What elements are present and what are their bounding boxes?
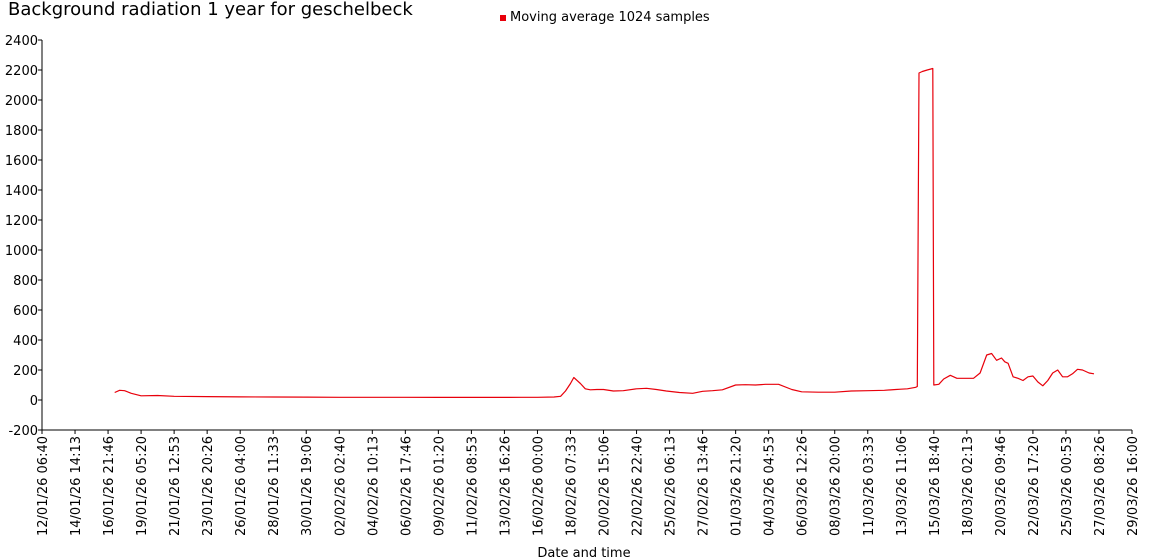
y-tick-label: 800 (13, 274, 38, 289)
y-tick-label: 400 (13, 334, 38, 349)
x-tick-label: 06/03/26 12:26 (796, 436, 811, 536)
x-tick-label: 01/03/26 21:20 (730, 436, 745, 536)
x-tick-label: 22/02/26 22:40 (631, 436, 646, 536)
y-tick-label: -200 (8, 424, 38, 439)
x-tick-label: 15/03/26 18:40 (928, 436, 943, 536)
x-tick-label: 25/02/26 06:13 (664, 436, 679, 536)
x-tick-label: 23/01/26 20:26 (201, 436, 216, 536)
y-tick-label: 1600 (5, 154, 38, 169)
y-tick-label: 1800 (5, 124, 38, 139)
x-tick-label: 08/03/26 20:00 (829, 436, 844, 536)
x-tick-label: 12/01/26 06:40 (36, 436, 51, 536)
legend-label: Moving average 1024 samples (510, 10, 710, 25)
x-tick-label: 11/02/26 08:53 (465, 436, 480, 536)
y-tick-label: 1400 (5, 184, 38, 199)
x-tick-label: 16/01/26 21:46 (102, 436, 117, 536)
x-tick-label: 20/02/26 15:06 (598, 436, 613, 536)
x-tick-label: 20/03/26 09:46 (994, 436, 1009, 536)
x-tick-label: 14/01/26 14:13 (69, 436, 84, 536)
series-line (114, 67, 1095, 398)
x-tick-label: 18/02/26 07:33 (564, 436, 579, 536)
x-tick-label: 27/02/26 13:46 (697, 436, 712, 536)
legend: Moving average 1024 samples (500, 10, 710, 25)
y-tick-label: 2400 (5, 34, 38, 49)
x-tick-label: 28/01/26 11:33 (267, 436, 282, 536)
x-tick-label: 02/02/26 02:40 (333, 436, 348, 536)
x-tick-label: 30/01/26 19:06 (300, 436, 315, 536)
x-tick-label: 26/01/26 04:00 (234, 436, 249, 536)
y-tick-label: 600 (13, 304, 38, 319)
y-tick-label: 1200 (5, 214, 38, 229)
y-tick-label: 2000 (5, 94, 38, 109)
x-tick-label: 21/01/26 12:53 (168, 436, 183, 536)
x-tick-label: 13/03/26 11:06 (895, 436, 910, 536)
x-tick-label: 16/02/26 00:00 (531, 436, 546, 536)
x-tick-label: 04/02/26 10:13 (366, 436, 381, 536)
x-tick-label: 09/02/26 01:20 (432, 436, 447, 536)
y-tick-label: 0 (30, 394, 38, 409)
x-axis-label: Date and time (537, 546, 630, 560)
x-tick-label: 29/03/26 16:00 (1126, 436, 1141, 536)
y-tick-label: 1000 (5, 244, 38, 259)
legend-swatch (500, 14, 506, 21)
x-tick-label: 25/03/26 00:53 (1060, 436, 1075, 536)
x-tick-label: 13/02/26 16:26 (498, 436, 513, 536)
x-tick-label: 27/03/26 08:26 (1093, 436, 1108, 536)
y-tick-label: 200 (13, 364, 38, 379)
x-tick-label: 19/01/26 05:20 (135, 436, 150, 536)
chart-title: Background radiation 1 year for geschelb… (8, 0, 413, 20)
x-tick-label: 06/02/26 17:46 (399, 436, 414, 536)
x-tick-label: 22/03/26 17:20 (1027, 436, 1042, 536)
x-tick-label: 11/03/26 03:33 (862, 436, 877, 536)
y-tick-label: 2200 (5, 64, 38, 79)
x-tick-label: 18/03/26 02:13 (961, 436, 976, 536)
x-tick-label: 04/03/26 04:53 (763, 436, 778, 536)
